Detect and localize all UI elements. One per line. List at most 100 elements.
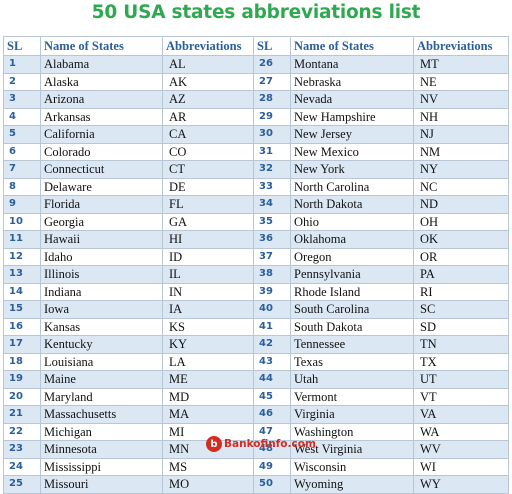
state-abbr-left: CO [162,142,254,161]
state-sl-right: 27 [253,72,291,91]
state-abbr-right: WV [413,440,509,459]
state-name-right: Vermont [290,387,414,406]
state-name-right: North Dakota [290,195,414,214]
state-sl-right: 29 [253,107,291,126]
state-abbr-left: LA [162,352,254,371]
state-abbr-right: OR [413,247,509,266]
state-sl-left: 6 [3,142,41,161]
state-name-left: Connecticut [40,160,163,179]
header-abbr-left: Abbreviations [162,36,254,56]
state-name-right: New Mexico [290,142,414,161]
state-abbr-left: AK [162,72,254,91]
state-sl-left: 9 [3,195,41,214]
state-abbr-left: FL [162,195,254,214]
state-abbr-left: DE [162,177,254,196]
state-sl-right: 34 [253,195,291,214]
state-name-right: New Hampshire [290,107,414,126]
table-row: 3 Arizona AZ 28 Nevada NV [3,90,509,109]
table-row: 13 Illinois IL 38 Pennsylvania PA [3,265,509,284]
table-row: 21 Massachusetts MA 46 Virginia VA [3,405,509,424]
state-abbr-left: IA [162,300,254,319]
state-name-left: Colorado [40,142,163,161]
state-abbr-right: WI [413,457,509,476]
state-abbr-left: IL [162,265,254,284]
page-title: 50 USA states abbreviations list [91,2,421,23]
state-abbr-left: KS [162,317,254,336]
state-name-right: South Dakota [290,317,414,336]
state-sl-right: 41 [253,317,291,336]
state-abbr-right: WA [413,422,509,441]
table-row: 19 Maine ME 44 Utah UT [3,370,509,389]
state-name-left: Hawaii [40,230,163,249]
table-row: 5 California CA 30 New Jersey NJ [3,125,509,144]
state-abbr-left: KY [162,335,254,354]
table-row: 18 Louisiana LA 43 Texas TX [3,352,509,371]
state-abbr-left: CT [162,160,254,179]
state-abbr-left: AZ [162,90,254,109]
table-row: 6 Colorado CO 31 New Mexico NM [3,142,509,161]
state-sl-left: 10 [3,212,41,231]
state-sl-left: 17 [3,335,41,354]
state-name-left: Massachusetts [40,405,163,424]
header-abbr-right: Abbreviations [413,36,509,56]
state-name-left: Maryland [40,387,163,406]
state-name-right: Virginia [290,405,414,424]
state-sl-right: 30 [253,125,291,144]
state-sl-right: 36 [253,230,291,249]
table-row: 8 Delaware DE 33 North Carolina NC [3,177,509,196]
state-sl-right: 35 [253,212,291,231]
state-sl-left: 5 [3,125,41,144]
state-sl-left: 7 [3,160,41,179]
state-abbr-left: AL [162,55,254,74]
state-sl-left: 23 [3,440,41,459]
state-name-left: Arkansas [40,107,163,126]
state-sl-right: 46 [253,405,291,424]
state-name-left: Iowa [40,300,163,319]
state-abbr-left: MO [162,475,254,494]
state-sl-right: 42 [253,335,291,354]
state-sl-left: 21 [3,405,41,424]
state-abbr-right: TX [413,352,509,371]
table-row: 2 Alaska AK 27 Nebraska NE [3,72,509,91]
state-sl-left: 15 [3,300,41,319]
state-abbr-right: NJ [413,125,509,144]
state-abbr-right: UT [413,370,509,389]
state-abbr-right: VA [413,405,509,424]
table-row: 20 Maryland MD 45 Vermont VT [3,387,509,406]
state-name-right: Rhode Island [290,282,414,301]
state-sl-left: 2 [3,72,41,91]
footer-site-label: Bankofinfo.com [224,438,316,450]
table-body: 1 Alabama AL 26 Montana MT 2 Alaska AK 27 Nebraska… [3,55,509,494]
bankofinfo-logo-icon: b [206,436,222,452]
state-name-left: Georgia [40,212,163,231]
state-sl-right: 32 [253,160,291,179]
header-sl-right: SL [253,36,291,56]
state-sl-left: 19 [3,370,41,389]
state-name-left: Arizona [40,90,163,109]
state-abbr-right: SC [413,300,509,319]
state-sl-left: 12 [3,247,41,266]
state-abbr-right: NM [413,142,509,161]
state-sl-right: 45 [253,387,291,406]
state-abbr-left: MD [162,387,254,406]
state-abbr-right: NC [413,177,509,196]
footer-logo[interactable]: b Bankofinfo.com [206,434,316,454]
state-sl-left: 18 [3,352,41,371]
state-abbr-left: GA [162,212,254,231]
state-name-right: Pennsylvania [290,265,414,284]
state-name-left: Illinois [40,265,163,284]
table-row: 7 Connecticut CT 32 New York NY [3,160,509,179]
table-row: 11 Hawaii HI 36 Oklahoma OK [3,230,509,249]
table-row: 25 Missouri MO 50 Wyoming WY [3,475,509,494]
table-row: 1 Alabama AL 26 Montana MT [3,55,509,74]
table-row: 14 Indiana IN 39 Rhode Island RI [3,282,509,301]
state-name-left: Alaska [40,72,163,91]
state-sl-right: 39 [253,282,291,301]
state-name-right: Wyoming [290,475,414,494]
header-name-left: Name of States [40,36,163,56]
state-abbr-left: MS [162,457,254,476]
state-sl-left: 16 [3,317,41,336]
state-name-left: Mississippi [40,457,163,476]
state-name-right: Wisconsin [290,457,414,476]
table-row: 4 Arkansas AR 29 New Hampshire NH [3,107,509,126]
